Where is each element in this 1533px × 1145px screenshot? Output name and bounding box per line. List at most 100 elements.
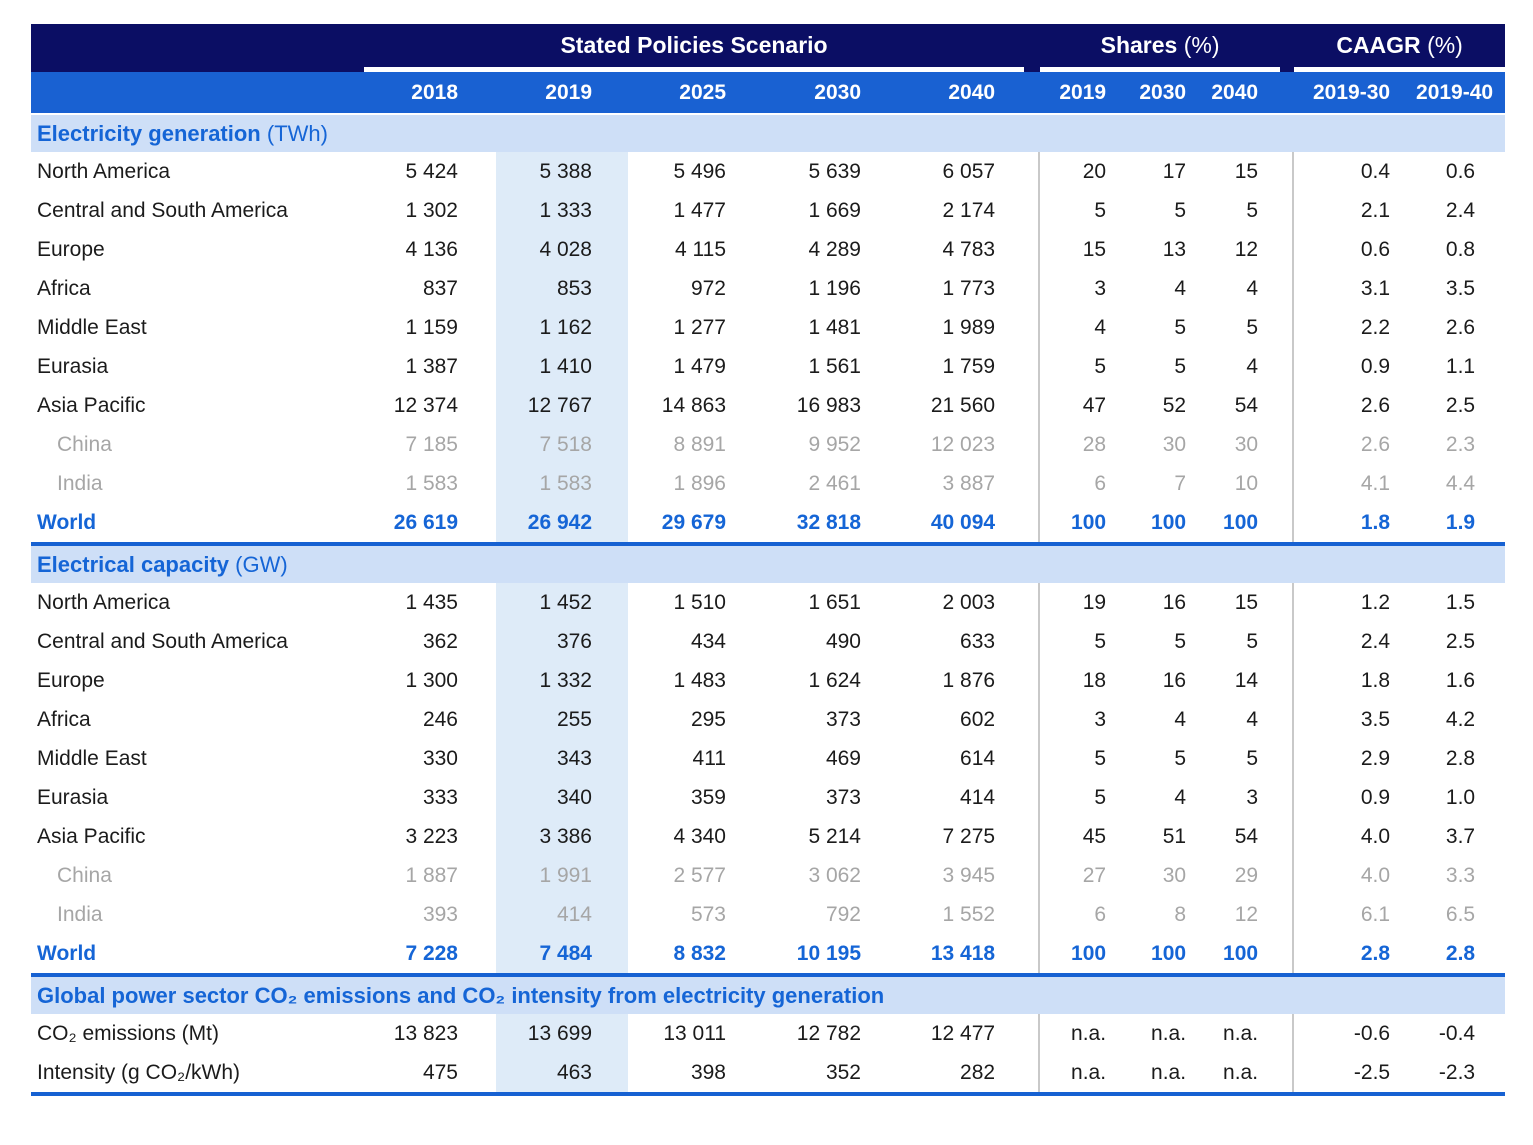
value-cell: 4 289 [760,230,892,269]
value-cell: 5 424 [364,152,496,191]
section-title: Electricity generation [37,120,261,146]
value-cell: 1 435 [364,583,496,622]
share-cell: 15 [1208,583,1281,622]
caagr-cell: 4.2 [1404,700,1506,739]
group-title: Stated Policies Scenario [560,32,828,58]
table-row: Eurasia 333 340 359 373 414 5 4 3 0.9 1.0 [31,778,1506,817]
header-group-row: Stated Policies Scenario Shares (%) CAAG… [31,24,1506,72]
row-label: Intensity (g CO₂/kWh) [31,1053,364,1092]
value-cell: 3 945 [892,856,1025,895]
share-cell: 5 [1208,308,1281,347]
value-cell: 3 887 [892,464,1025,503]
value-cell: 1 759 [892,347,1025,386]
column-gap [1024,700,1041,739]
share-cell: 5 [1128,739,1209,778]
column-gap [1280,464,1295,503]
column-gap [1024,856,1041,895]
section-header-row: Global power sector CO₂ emissions and CO… [31,973,1506,1014]
column-gap [1280,661,1295,700]
shares-header-2030: 2030 [1128,72,1209,115]
caagr-cell: 2.9 [1294,739,1405,778]
share-cell: 100 [1040,934,1129,973]
share-cell: 100 [1128,503,1209,542]
value-cell: 614 [892,739,1025,778]
row-label: Middle East [31,308,364,347]
row-label: China [31,856,364,895]
year-header-gap [1280,72,1295,115]
share-cell: 5 [1128,308,1209,347]
column-gap [1024,1053,1041,1092]
value-cell: 1 387 [364,347,496,386]
share-cell: 5 [1040,622,1129,661]
section-title-cell: Electrical capacity (GW) [31,542,1506,583]
share-cell: 14 [1208,661,1281,700]
column-gap [1280,856,1295,895]
caagr-cell: 2.8 [1404,739,1506,778]
column-gap [1024,661,1041,700]
caagr-cell: -2.3 [1404,1053,1506,1092]
column-gap [1280,700,1295,739]
share-cell: 10 [1208,464,1281,503]
share-cell: n.a. [1128,1014,1209,1053]
table-row: India 1 583 1 583 1 896 2 461 3 887 6 7 10 4.1 4.4 [31,464,1506,503]
value-cell: 12 767 [496,386,628,425]
value-cell: 411 [628,739,760,778]
value-cell: 282 [892,1053,1025,1092]
year-header-2025: 2025 [628,72,760,115]
share-cell: 30 [1128,856,1209,895]
column-gap [1280,739,1295,778]
value-cell: 13 699 [496,1014,628,1053]
table-body: Electricity generation (TWh) North Americ… [31,115,1506,1096]
value-cell: 4 136 [364,230,496,269]
share-cell: 4 [1208,347,1281,386]
value-cell: 1 277 [628,308,760,347]
value-cell: 3 223 [364,817,496,856]
value-cell: 4 340 [628,817,760,856]
table-row: Europe 4 136 4 028 4 115 4 289 4 783 15 13 12 0.6… [31,230,1506,269]
value-cell: 7 518 [496,425,628,464]
row-label: Africa [31,269,364,308]
value-cell: 26 619 [364,503,496,542]
value-cell: 255 [496,700,628,739]
year-header-blank [31,72,364,115]
value-cell: 972 [628,269,760,308]
share-cell: 5 [1040,347,1129,386]
value-cell: 5 639 [760,152,892,191]
share-cell: 5 [1128,191,1209,230]
share-cell: 16 [1128,583,1209,622]
value-cell: 414 [496,895,628,934]
value-cell: 1 989 [892,308,1025,347]
value-cell: 13 418 [892,934,1025,973]
table-row: Middle East 1 159 1 162 1 277 1 481 1 989 4 5 5 2… [31,308,1506,347]
row-label: Africa [31,700,364,739]
iea-stated-policies-table: Stated Policies Scenario Shares (%) CAAG… [31,24,1506,1096]
header-group-stated-policies: Stated Policies Scenario [364,24,1025,72]
value-cell: 7 228 [364,934,496,973]
share-cell: 100 [1208,503,1281,542]
share-cell: 4 [1040,308,1129,347]
table-row: India 393 414 573 792 1 552 6 8 12 6.1 6.5 [31,895,1506,934]
bottom-rule-cell [31,1092,1506,1096]
caagr-cell: 1.5 [1404,583,1506,622]
caagr-cell: 2.1 [1294,191,1405,230]
share-cell: 51 [1128,817,1209,856]
section-title-cell: Electricity generation (TWh) [31,115,1506,152]
share-cell: 12 [1208,895,1281,934]
column-gap [1280,934,1295,973]
value-cell: 1 552 [892,895,1025,934]
share-cell: 7 [1128,464,1209,503]
share-cell: 6 [1040,464,1129,503]
column-gap [1280,1053,1295,1092]
header-corner [31,24,364,72]
shares-header-2019: 2019 [1040,72,1129,115]
row-label: World [31,934,364,973]
column-gap [1024,739,1041,778]
column-gap [1280,230,1295,269]
value-cell: 1 452 [496,583,628,622]
value-cell: 1 773 [892,269,1025,308]
value-cell: 12 023 [892,425,1025,464]
share-cell: 5 [1208,191,1281,230]
value-cell: 340 [496,778,628,817]
column-gap [1280,152,1295,191]
value-cell: 1 162 [496,308,628,347]
